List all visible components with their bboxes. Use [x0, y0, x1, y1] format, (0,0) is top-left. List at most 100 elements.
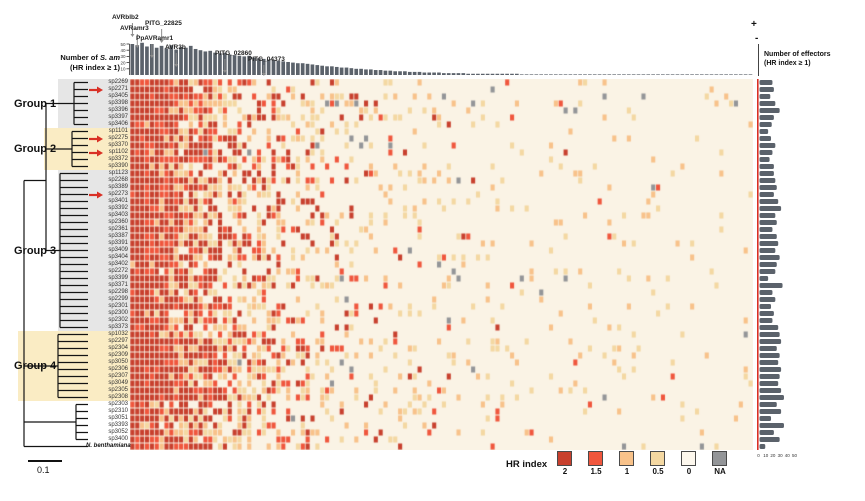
- top-bar: [300, 63, 305, 75]
- legend-item-0: 0: [681, 451, 697, 476]
- row-label-n-benthamiana: N. benthamiana: [86, 443, 131, 449]
- top-bar: [476, 73, 480, 75]
- top-bar: [295, 63, 300, 75]
- right-bar: [759, 304, 772, 309]
- row-label-sp3373: sp3373: [108, 324, 128, 330]
- top-bar: [636, 74, 641, 75]
- top-bar: [563, 74, 568, 75]
- right-bar: [759, 241, 779, 246]
- row-label-sp3404: sp3404: [108, 254, 128, 260]
- top-bar: [437, 72, 441, 75]
- top-bar: [534, 74, 539, 75]
- right-bar: [759, 80, 773, 85]
- right-bar: [759, 178, 776, 183]
- right-bar: [759, 381, 779, 386]
- top-bar: [500, 73, 505, 75]
- row-label-sp2309: sp2309: [108, 352, 128, 358]
- down-arrow-head-icon: [222, 70, 227, 73]
- top-bar: [724, 74, 728, 75]
- top-bar: [422, 72, 427, 75]
- row-label-sp3050: sp3050: [108, 359, 128, 365]
- right-bar: [759, 255, 780, 260]
- down-arrow-head-icon: [261, 73, 266, 76]
- right-bar: [759, 262, 777, 267]
- top-bar: [558, 74, 563, 75]
- top-bar: [714, 74, 719, 75]
- right-bar: [759, 367, 782, 372]
- row-label-sp1102: sp1102: [108, 149, 128, 155]
- right-bar: [759, 374, 780, 379]
- top-bar: [403, 71, 407, 75]
- legend-item-0.5: 0.5: [650, 451, 666, 476]
- top-bar: [398, 71, 402, 75]
- right-bar: [759, 332, 780, 337]
- legend-swatch-1: [619, 451, 634, 466]
- effector-label-avr3b: AVR3b: [165, 44, 186, 51]
- top-bar: [539, 74, 544, 75]
- group-label-g4: Group 4: [14, 360, 57, 372]
- red-arrow-icon: [89, 135, 103, 142]
- right-bar: [759, 220, 777, 225]
- row-label-sp3370: sp3370: [108, 142, 128, 148]
- top-bar: [695, 74, 699, 75]
- top-chart-title: Number of S. am (HR index ≥ 1): [20, 53, 120, 73]
- top-chart-ytick: 10: [120, 67, 126, 72]
- down-arrow-head-icon: [174, 64, 179, 67]
- top-bar: [446, 73, 451, 75]
- row-label-sp2308: sp2308: [108, 394, 128, 400]
- row-label-sp3406: sp3406: [108, 121, 128, 127]
- top-bar: [286, 61, 290, 75]
- top-bar: [330, 66, 334, 75]
- legend-label-1.5: 1.5: [590, 467, 602, 476]
- right-bar: [759, 136, 772, 141]
- row-label-sp3391: sp3391: [108, 240, 128, 246]
- legend-swatch-na: [712, 451, 727, 466]
- top-bar: [442, 73, 446, 75]
- right-bar: [759, 430, 774, 435]
- legend-item-na: NA: [712, 451, 728, 476]
- top-bar: [592, 74, 597, 75]
- top-bar: [198, 50, 203, 75]
- top-bar: [276, 60, 281, 75]
- row-label-sp2299: sp2299: [108, 296, 128, 302]
- legend-label-na: NA: [714, 467, 726, 476]
- top-bar: [378, 70, 383, 75]
- row-label-sp2298: sp2298: [108, 289, 128, 295]
- red-arrow-icon: [89, 191, 103, 198]
- row-label-sp3398: sp3398: [108, 100, 128, 106]
- top-bar: [529, 74, 534, 75]
- row-label-sp3400: sp3400: [108, 436, 128, 442]
- top-bar: [690, 74, 694, 75]
- top-bar: [383, 70, 388, 75]
- top-bar: [631, 74, 636, 75]
- right-bar: [759, 346, 777, 351]
- right-bar: [759, 199, 779, 204]
- row-label-sp3405: sp3405: [108, 93, 128, 99]
- top-bar: [315, 65, 320, 75]
- top-bar: [193, 48, 198, 75]
- top-bar: [612, 74, 617, 75]
- down-arrow-head-icon: [159, 40, 164, 43]
- right-bar: [759, 276, 769, 281]
- top-bar: [665, 74, 670, 75]
- row-label-sp3052: sp3052: [108, 429, 128, 435]
- top-bar: [373, 70, 378, 75]
- right-bar: [759, 297, 776, 302]
- top-bar: [247, 55, 251, 75]
- row-label-sp2273: sp2273: [108, 191, 128, 197]
- row-label-sp1123: sp1123: [108, 170, 128, 176]
- right-bar: [759, 437, 780, 442]
- top-bar: [485, 73, 490, 75]
- right-bar: [759, 108, 780, 113]
- top-bar: [349, 68, 354, 75]
- row-label-sp2300: sp2300: [108, 310, 128, 316]
- right-bar: [759, 87, 774, 92]
- row-label-sp3402: sp3402: [108, 261, 128, 267]
- top-bar: [685, 74, 690, 75]
- top-bar: [661, 74, 665, 75]
- top-bar: [748, 74, 753, 75]
- right-bar: [759, 444, 766, 449]
- red-arrow-icon: [89, 86, 103, 93]
- legend-swatch-2: [557, 451, 572, 466]
